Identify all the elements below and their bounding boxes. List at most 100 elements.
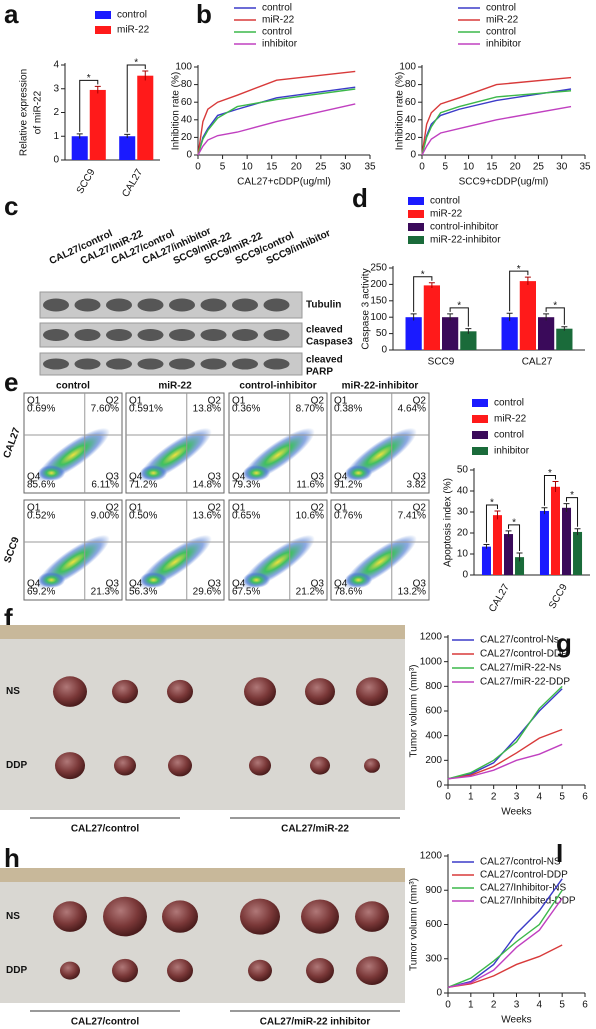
quadrant-value: 0.52% <box>27 511 55 522</box>
x-tick-label: 15 <box>266 162 278 173</box>
quadrant-name: Q1 <box>232 396 246 407</box>
quadrant-value: 13.6% <box>193 511 221 522</box>
blot-band <box>200 298 227 312</box>
quadrant-name: Q2 <box>208 503 222 514</box>
bar <box>119 136 136 160</box>
error-bar <box>541 507 548 515</box>
panel-letter: d <box>352 183 368 213</box>
x-tick-label: CAL27 <box>487 582 512 614</box>
tumor-photo <box>0 868 405 1003</box>
panel-letter: e <box>4 367 18 397</box>
legend-swatch <box>472 431 488 439</box>
bar <box>573 531 583 575</box>
y-tick-label: 0 <box>381 345 387 356</box>
error-bar <box>76 133 83 139</box>
blot-band <box>43 358 69 370</box>
series-line <box>447 878 563 988</box>
tumor <box>167 958 193 983</box>
tumor <box>364 758 380 773</box>
blot-band <box>137 358 164 370</box>
bar <box>405 317 422 350</box>
quadrant-name: Q2 <box>311 396 325 407</box>
y-tick-label: 0 <box>53 155 59 166</box>
x-tick-label: CAL27 <box>120 167 145 199</box>
quadrant-name: Q1 <box>27 396 41 407</box>
blot-band <box>232 358 258 370</box>
quadrant-name: Q2 <box>311 503 325 514</box>
legend-label: CAL27/control-Ns <box>480 635 559 646</box>
bar <box>538 317 555 350</box>
series-line <box>447 889 563 988</box>
x-tick-label: 6 <box>582 792 588 803</box>
legend-swatch <box>95 26 111 34</box>
quadrant-value: 71.2% <box>129 480 157 491</box>
series-line <box>197 103 356 156</box>
quadrant-value: 79.3% <box>232 480 260 491</box>
y-tick-label: 100 <box>399 62 416 73</box>
x-tick-label: 4 <box>537 792 543 803</box>
error-bar <box>465 328 472 334</box>
x-tick-label: 0 <box>445 792 451 803</box>
quadrant-value: 4.64% <box>398 404 426 415</box>
tumor <box>60 961 80 980</box>
y-tick-label: 50 <box>376 328 388 339</box>
legend-label: control <box>262 3 292 14</box>
quadrant-value: 8.70% <box>296 404 324 415</box>
series-line <box>447 897 563 988</box>
group-label: CAL27/miR-22 <box>281 824 349 835</box>
y-axis-label: of miR-22 <box>33 90 44 134</box>
tumor <box>306 958 334 984</box>
quadrant-value: 0.36% <box>232 404 260 415</box>
tumor <box>167 679 193 704</box>
y-tick-label: 100 <box>175 62 192 73</box>
legend-label: control <box>430 196 460 207</box>
flow-column-label: miR-22 <box>158 381 192 392</box>
quadrant-value: 14.8% <box>193 480 221 491</box>
cell-cloud <box>344 572 373 588</box>
significance-bracket <box>449 307 469 327</box>
series-line <box>447 685 563 780</box>
cell-cloud <box>242 465 271 481</box>
bar <box>562 507 572 575</box>
quadrant-value: 78.6% <box>334 587 362 598</box>
legend-label: CAL27/control-NS <box>480 857 561 868</box>
x-tick-label: 6 <box>582 1000 588 1011</box>
legend-swatch <box>472 415 488 423</box>
flow-row-label: CAL27 <box>2 426 23 460</box>
legend-swatch <box>472 447 488 455</box>
tumor <box>244 677 276 706</box>
quadrant-value: 0.38% <box>334 404 362 415</box>
error-bar <box>561 326 568 331</box>
error-bar <box>494 510 501 520</box>
band-label: PARP <box>306 367 333 378</box>
band-label: Caspase3 <box>306 337 353 348</box>
x-tick-label: SCC9 <box>428 357 455 368</box>
blot-band <box>106 298 132 312</box>
blot-band <box>200 329 227 341</box>
y-tick-label: 30 <box>457 507 469 518</box>
x-tick-label: 3 <box>514 792 520 803</box>
cell-cloud <box>139 465 168 481</box>
x-tick-label: 5 <box>559 1000 565 1011</box>
significance-bracket <box>566 497 579 527</box>
legend-label: miR-22 <box>494 414 527 425</box>
error-bar <box>506 312 513 322</box>
significance-bracket <box>79 79 99 132</box>
x-tick-label: 0 <box>195 162 201 173</box>
bar <box>556 328 573 350</box>
x-tick-label: 15 <box>486 162 498 173</box>
quadrant-value: 29.6% <box>193 587 221 598</box>
x-tick-label: 35 <box>579 162 591 173</box>
x-tick-label: 20 <box>510 162 522 173</box>
blot-band <box>137 298 164 312</box>
significance-star: * <box>134 58 138 69</box>
quadrant-value: 9.00% <box>91 511 119 522</box>
y-tick-label: 20 <box>457 528 469 539</box>
group-label: CAL27/control <box>71 1017 140 1028</box>
quadrant-value: 6.11% <box>91 480 119 491</box>
tumor <box>310 756 330 775</box>
series-line <box>421 105 572 156</box>
blot-band <box>43 329 69 341</box>
quadrant-value: 0.65% <box>232 511 260 522</box>
